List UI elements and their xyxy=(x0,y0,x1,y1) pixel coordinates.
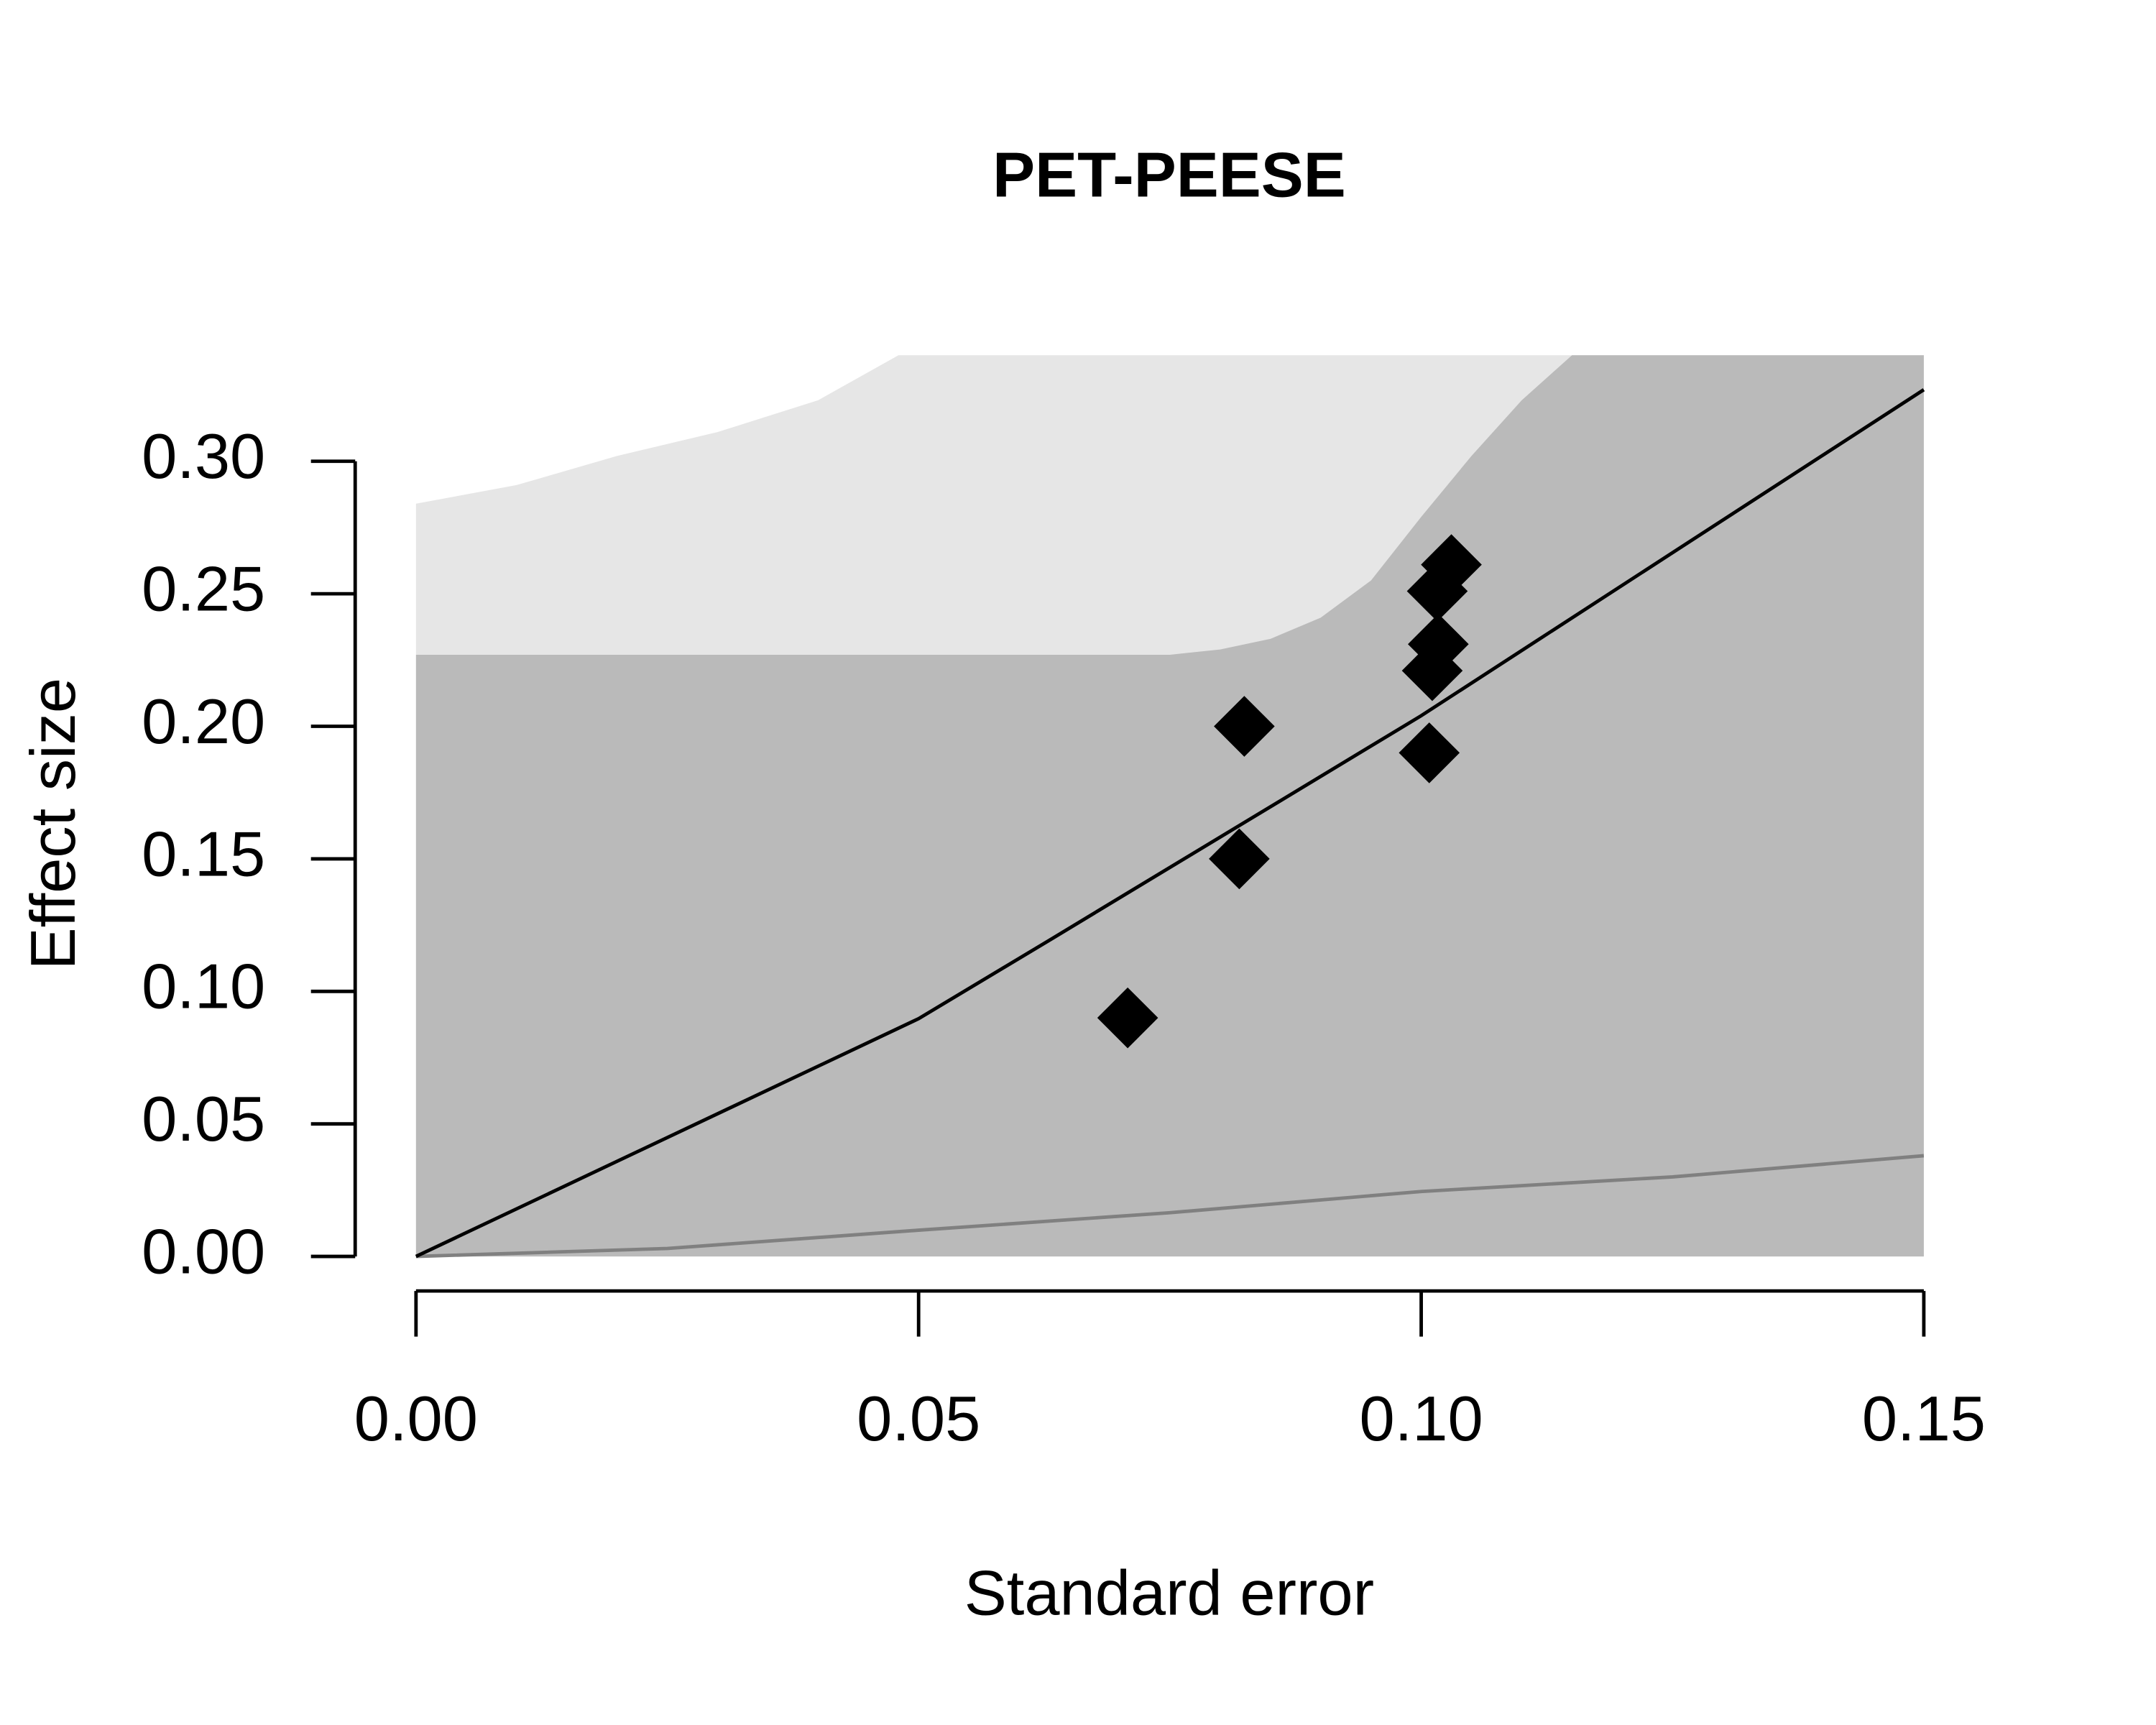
data-point xyxy=(1097,987,1158,1049)
y-tick-label: 0.30 xyxy=(142,420,265,492)
y-axis-label: Effect size xyxy=(17,678,88,970)
x-tick-label: 0.15 xyxy=(1862,1383,1986,1454)
y-tick-label: 0.20 xyxy=(142,686,265,757)
y-tick-label: 0.15 xyxy=(142,818,265,889)
x-tick-label: 0.10 xyxy=(1359,1383,1483,1454)
y-tick-label: 0.00 xyxy=(142,1215,265,1287)
y-tick-label: 0.05 xyxy=(142,1083,265,1154)
chart-title: PET-PEESE xyxy=(992,139,1346,210)
data-point xyxy=(1399,722,1460,783)
y-tick-label: 0.25 xyxy=(142,553,265,625)
x-axis-label: Standard error xyxy=(964,1557,1374,1628)
regression-line xyxy=(415,1154,1925,1259)
y-tick-label: 0.10 xyxy=(142,951,265,1022)
shaded-area xyxy=(415,355,1924,1257)
regression-line xyxy=(415,388,1925,1259)
data-point xyxy=(1408,613,1469,675)
x-tick-label: 0.05 xyxy=(857,1383,980,1454)
x-tick-label: 0.00 xyxy=(354,1383,478,1454)
